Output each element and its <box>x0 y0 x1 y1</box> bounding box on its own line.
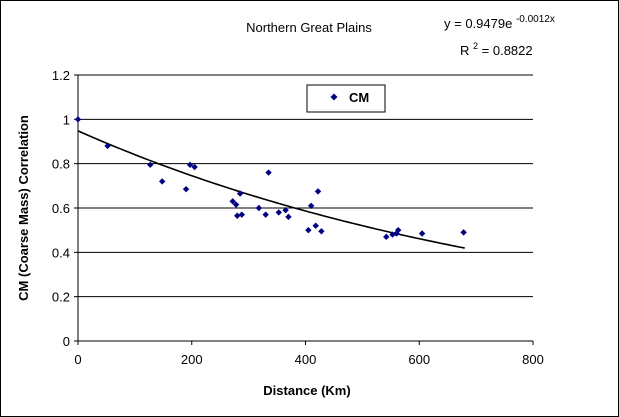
data-point <box>236 190 244 197</box>
x-tick-label: 600 <box>408 352 430 367</box>
data-point <box>229 198 236 205</box>
data-point <box>232 201 240 208</box>
y-tick-label: 0.6 <box>52 201 70 216</box>
legend-label: CM <box>349 90 369 105</box>
r-squared-superscript: 2 <box>473 41 478 51</box>
data-point <box>186 161 194 168</box>
data-point <box>312 222 319 229</box>
r-squared-value: = 0.8822 <box>482 43 533 58</box>
data-point <box>282 207 289 214</box>
trendline <box>77 130 465 249</box>
y-tick-label: 0.8 <box>52 157 70 172</box>
y-axis-title: CM (Coarse Mass) Correlation <box>16 115 31 301</box>
x-tick-label: 800 <box>522 352 544 367</box>
x-tick-label: 400 <box>295 352 317 367</box>
x-tick-label: 0 <box>74 352 81 367</box>
data-point <box>383 233 390 241</box>
equation-exponent: -0.0012x <box>516 14 555 25</box>
data-point <box>104 142 111 150</box>
data-point <box>418 230 426 237</box>
data-point <box>182 185 190 193</box>
y-tick-label: 0.4 <box>52 245 70 260</box>
x-axis-title: Distance (Km) <box>263 383 350 398</box>
data-point <box>158 178 166 185</box>
r-squared-base: R <box>460 43 469 58</box>
legend: CM <box>306 84 386 113</box>
data-point <box>307 202 315 209</box>
legend-marker <box>330 93 338 101</box>
y-tick-label: 0 <box>63 334 70 349</box>
data-point <box>238 211 245 218</box>
trendline-layer <box>77 130 465 249</box>
y-tick-label: 0.2 <box>52 290 70 305</box>
tick-labels: 0 0.2 0.4 0.6 0.8 1 1.2 0 200 400 600 800 <box>52 68 544 367</box>
data-point <box>191 163 198 171</box>
data-point <box>234 212 241 219</box>
equation-base: y = 0.9479e <box>444 16 512 31</box>
y-tick-label: 1 <box>63 112 70 127</box>
x-tick-label: 200 <box>181 352 203 367</box>
data-point <box>265 169 272 176</box>
data-point <box>305 226 312 234</box>
gridlines <box>78 74 533 298</box>
y-tick-label: 1.2 <box>52 68 70 83</box>
data-point <box>285 213 292 221</box>
data-point <box>460 229 467 236</box>
data-point <box>262 211 269 218</box>
data-point <box>314 188 322 195</box>
data-point <box>275 209 282 216</box>
r-squared: R 2 = 0.8822 <box>460 37 533 58</box>
data-point <box>318 228 325 235</box>
trendline-equation: y = 0.9479e -0.0012x <box>444 14 555 31</box>
data-points <box>74 116 467 241</box>
legend-box <box>306 84 386 113</box>
data-point <box>74 116 82 123</box>
data-point <box>395 226 402 234</box>
data-point <box>393 230 400 237</box>
data-point <box>255 204 263 212</box>
chart-title: Northern Great Plains <box>246 20 372 35</box>
data-point <box>147 161 154 168</box>
